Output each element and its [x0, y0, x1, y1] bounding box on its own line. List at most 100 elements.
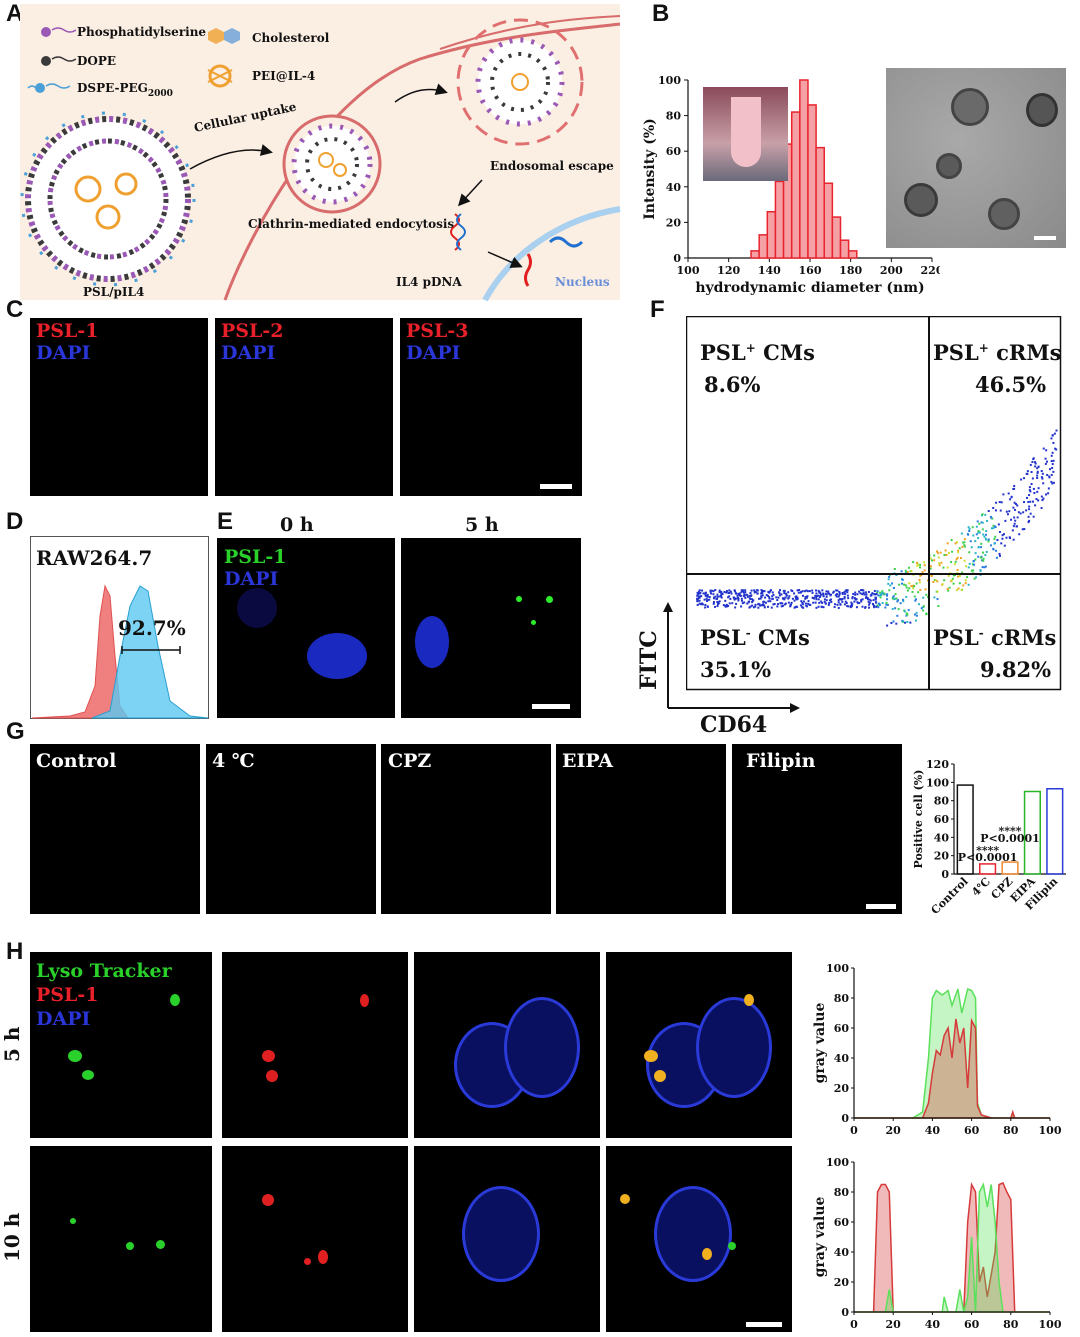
scatter-dot [746, 602, 749, 605]
scatter-dot [714, 595, 717, 598]
scatter-dot [846, 594, 849, 597]
scatter-dot [1044, 457, 1047, 460]
scatter-dot [982, 557, 985, 560]
scatter-dot [856, 593, 859, 596]
scatter-dot [943, 553, 946, 556]
scatter-dot [817, 605, 820, 608]
micro-h-10h-psl [222, 1146, 408, 1332]
scatter-dot [1052, 481, 1055, 484]
scatter-dot [743, 601, 746, 604]
q-top-left-pct: 8.6% [704, 372, 761, 397]
scatter-dot [1011, 529, 1014, 532]
scatter-dot [970, 569, 973, 572]
scatter-dot [980, 521, 983, 524]
scatter-dot [981, 528, 984, 531]
scatter-dot [902, 598, 905, 601]
scatter-dot [823, 598, 826, 601]
scatter-dot [917, 603, 920, 606]
scatter-dot [1030, 471, 1033, 474]
scatter-dot [959, 557, 962, 560]
scatter-dot [943, 579, 946, 582]
scatter-dot [775, 596, 778, 599]
h-row-label-5h: 5 h [0, 1026, 24, 1062]
b-xtick: 200 [880, 264, 903, 277]
scatter-dot [758, 603, 761, 606]
scatter-dot [760, 604, 763, 607]
scatter-dot [956, 556, 959, 559]
h-label-psl: PSL-1 [36, 984, 99, 1006]
scatter-dot [795, 598, 798, 601]
scatter-dot [956, 541, 959, 544]
scatter-dot [734, 606, 737, 609]
scatter-dot [905, 614, 908, 617]
scatter-dot [757, 606, 760, 609]
scatter-dot [802, 600, 805, 603]
scatter-dot [796, 589, 799, 592]
scatter-dot [984, 513, 987, 516]
scatter-dot [915, 614, 918, 617]
scatter-dot [866, 597, 869, 600]
scatter-dot [749, 594, 752, 597]
h-ytick: 0 [841, 1306, 849, 1319]
scatter-dot [1053, 432, 1056, 435]
b-bar [774, 180, 785, 259]
scatter-dot [737, 599, 740, 602]
scatter-dot [889, 584, 892, 587]
scatter-dot [758, 597, 761, 600]
scatter-dot [893, 597, 896, 600]
scatter-dot [1052, 459, 1055, 462]
scatter-dot [1035, 498, 1038, 501]
scatter-dot [974, 558, 977, 561]
scatter-dot [955, 558, 958, 561]
scatter-dot [924, 588, 927, 591]
scatter-dot [756, 589, 759, 592]
scatter-dot [751, 604, 754, 607]
scatter-dot [710, 589, 713, 592]
scatter-dot [844, 593, 847, 596]
scatter-dot [874, 598, 877, 601]
scatter-dot [804, 602, 807, 605]
scatter-dot [716, 595, 719, 598]
scatter-dot [1031, 500, 1034, 503]
scatter-dot [827, 591, 830, 594]
scatter-dot [906, 589, 909, 592]
scatter-dot [782, 597, 785, 600]
scatter-dot [967, 526, 970, 529]
scatter-dot [735, 592, 738, 595]
c2-label-psl: PSL-2 [221, 320, 284, 342]
e-label-psl: PSL-1 [224, 546, 287, 568]
scatter-dot [829, 593, 832, 596]
scatter-dot [735, 602, 738, 605]
scatter-dot [827, 590, 830, 593]
scatter-dot [951, 577, 954, 580]
scatter-dot [806, 590, 809, 593]
scatter-dot [998, 552, 1001, 555]
c3-label-dapi: DAPI [406, 342, 461, 364]
scatter-dot [984, 565, 987, 568]
scatter-dot [903, 610, 906, 613]
scatter-dot [979, 569, 982, 572]
h-ytick: 20 [834, 1082, 850, 1095]
scatter-dot [1026, 496, 1029, 499]
scatter-dot [981, 551, 984, 554]
c3-label-psl: PSL-3 [406, 320, 469, 342]
scatter-dot [868, 598, 871, 601]
scatter-dot [819, 591, 822, 594]
scatter-dot [868, 606, 871, 609]
scatter-dot [936, 552, 939, 555]
scatter-dot [925, 612, 928, 615]
micro-h-10h-dapi [414, 1146, 600, 1332]
scatter-dot [751, 601, 754, 604]
tem-scale-bar [1034, 236, 1056, 240]
scatter-dot [714, 589, 717, 592]
scatter-dot [994, 509, 997, 512]
scatter-dot [973, 563, 976, 566]
scatter-dot [973, 577, 976, 580]
scatter-dot [1021, 528, 1024, 531]
g-ytick: 40 [934, 831, 950, 844]
scatter-dot [933, 559, 936, 562]
scatter-dot [737, 597, 740, 600]
g-ytick: 0 [941, 868, 949, 881]
scatter-dot [968, 562, 971, 565]
scatter-dot [785, 594, 788, 597]
